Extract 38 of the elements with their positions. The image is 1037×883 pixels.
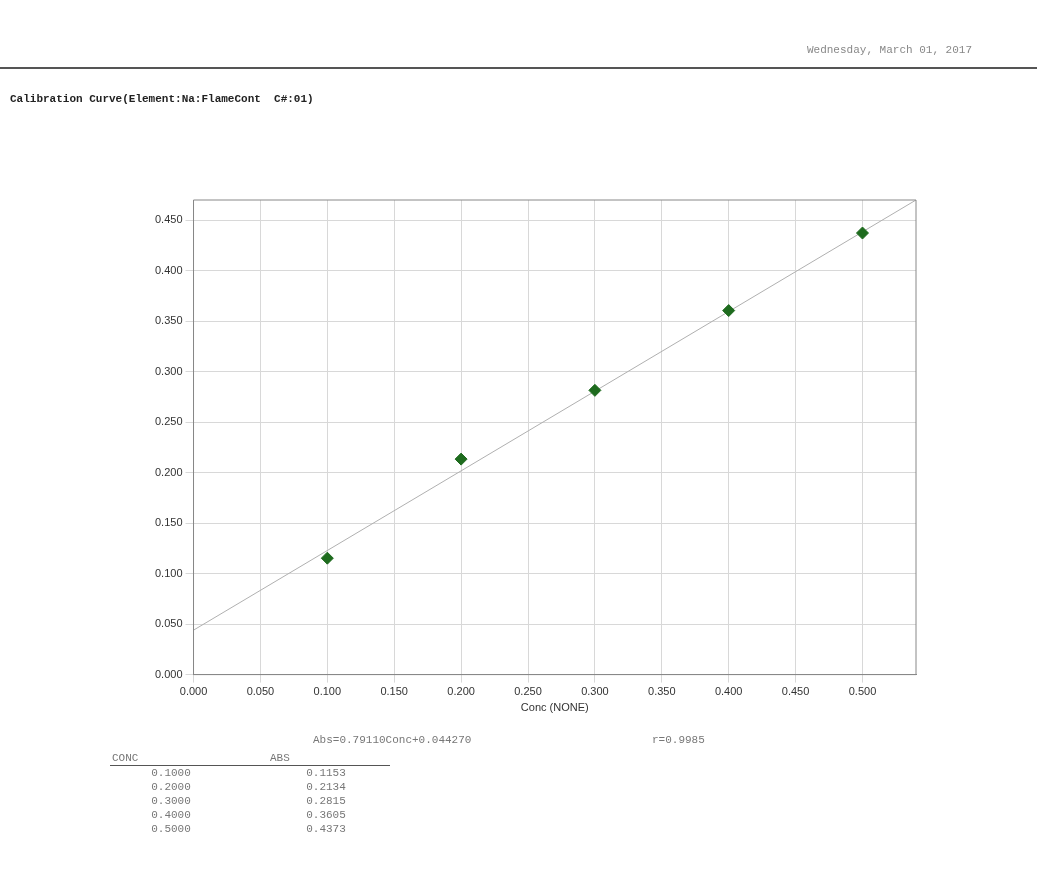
text: 0.2134 (305, 780, 347, 794)
text: 0.2815 (305, 794, 347, 808)
x-tick-label: 0.450 (781, 685, 810, 698)
x-tick-label: 0.200 (447, 685, 475, 698)
y-tick-label: 0.050 (155, 617, 183, 630)
text: 0.5000 (150, 822, 192, 836)
text: 0.3000 (150, 794, 192, 808)
y-tick-label: 0.450 (155, 213, 183, 226)
x-tick-label: 0.500 (848, 685, 877, 698)
y-tick-label: 0.000 (155, 667, 183, 680)
y-tick-label: 0.200 (155, 465, 183, 478)
x-tick-label: 0.250 (514, 685, 542, 698)
text: r=0.9985 (652, 734, 705, 746)
text: 0.2000 (150, 780, 192, 794)
text: 0.3605 (305, 808, 347, 822)
y-tick-label: 0.250 (155, 415, 183, 428)
x-tick-label: 0.100 (313, 685, 342, 698)
y-tick-label: 0.400 (155, 263, 183, 276)
text: ABS (232, 752, 390, 766)
text: 0.1000 (150, 766, 192, 780)
chart-title: Calibration Curve(Element:Na:FlameCont C#:01) (10, 93, 314, 105)
y-tick-label: 0.300 (155, 364, 183, 377)
x-tick-label: 0.000 (179, 685, 208, 698)
x-tick-label: 0.150 (380, 685, 408, 698)
text: Wednesday, March 01, 2017 (806, 44, 972, 56)
text: Abs=0.79110Conc+0.044270 (313, 734, 472, 746)
x-tick-label: 0.350 (648, 685, 676, 698)
y-tick-label: 0.100 (155, 566, 183, 579)
x-tick-label: 0.400 (714, 685, 743, 698)
y-tick-label: 0.150 (155, 516, 183, 529)
x-axis-title: Conc (NONE) (520, 701, 589, 714)
text: 0.4373 (305, 822, 347, 836)
x-tick-label: 0.050 (246, 685, 275, 698)
text: 0.4000 (150, 808, 192, 822)
text: 0.1153 (305, 766, 347, 780)
y-tick-label: 0.350 (155, 314, 183, 327)
text: CONC (110, 752, 232, 766)
x-tick-label: 0.300 (581, 685, 609, 698)
